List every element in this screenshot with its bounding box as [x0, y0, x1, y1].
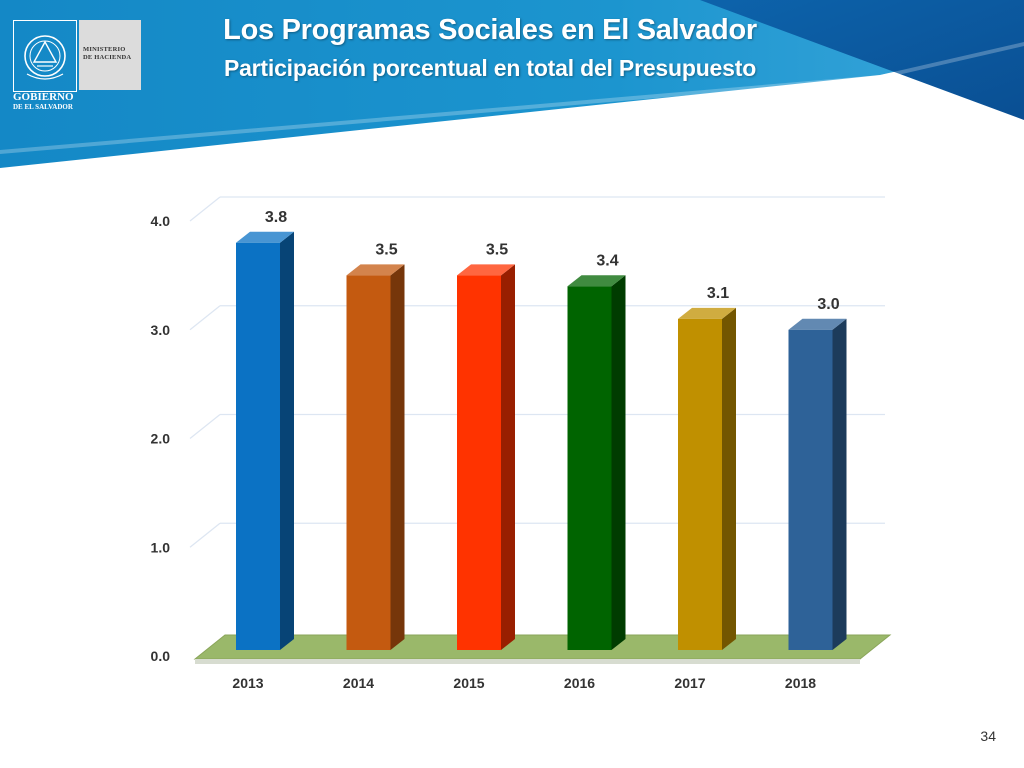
page-number: 34	[980, 728, 996, 744]
y-tick-label: 4.0	[151, 213, 171, 229]
bar-side-2014	[390, 264, 405, 650]
bar-top-2018	[788, 318, 847, 330]
bar-side-2015	[501, 264, 515, 650]
page-subtitle: Participación porcentual en total del Pr…	[223, 55, 757, 81]
data-label-2015: 3.5	[486, 241, 508, 258]
x-tick-label-2015: 2015	[453, 675, 484, 691]
data-label-2016: 3.4	[596, 252, 618, 269]
y-tick-label: 1.0	[151, 539, 171, 555]
bar-top-2014	[346, 264, 405, 276]
bar-top-2016	[567, 275, 626, 287]
bar-top-2015	[457, 264, 515, 276]
bar-side-2016	[611, 275, 626, 650]
government-label: GOBIERNO DE EL SALVADOR	[13, 91, 74, 112]
bar-2016	[567, 286, 612, 650]
bar-side-2017	[722, 307, 736, 650]
x-tick-label-2014: 2014	[343, 675, 374, 691]
ministry-label: MINISTERIO DE HACIENDA	[79, 20, 141, 90]
data-label-2014: 3.5	[375, 241, 397, 258]
bar-2018	[788, 329, 833, 650]
coat-of-arms-icon	[13, 20, 77, 92]
government-logo: MINISTERIO DE HACIENDA GOBIERNO DE EL SA…	[9, 14, 144, 114]
data-label-2018: 3.0	[817, 296, 839, 313]
y-tick-label: 3.0	[151, 322, 171, 338]
x-tick-label-2013: 2013	[232, 675, 263, 691]
bar-top-2013	[236, 231, 294, 243]
y-tick-label: 2.0	[151, 431, 171, 447]
x-tick-label-2018: 2018	[785, 675, 816, 691]
data-label-2017: 3.1	[707, 285, 729, 302]
data-label-2013: 3.8	[265, 209, 287, 226]
bar-2015	[457, 275, 501, 650]
header-banner	[0, 0, 1024, 168]
bar-top-2017	[678, 307, 736, 319]
bar-2017	[678, 318, 722, 650]
bar-side-2013	[280, 231, 294, 650]
y-tick-label: 0.0	[151, 648, 171, 664]
chart-floor	[193, 634, 892, 660]
bar-2014	[346, 275, 391, 650]
page-title: Los Programas Sociales en El Salvador	[223, 14, 757, 46]
x-tick-label-2016: 2016	[564, 675, 595, 691]
bar-2013	[236, 242, 280, 650]
x-tick-label-2017: 2017	[674, 675, 705, 691]
bar-side-2018	[832, 318, 847, 650]
